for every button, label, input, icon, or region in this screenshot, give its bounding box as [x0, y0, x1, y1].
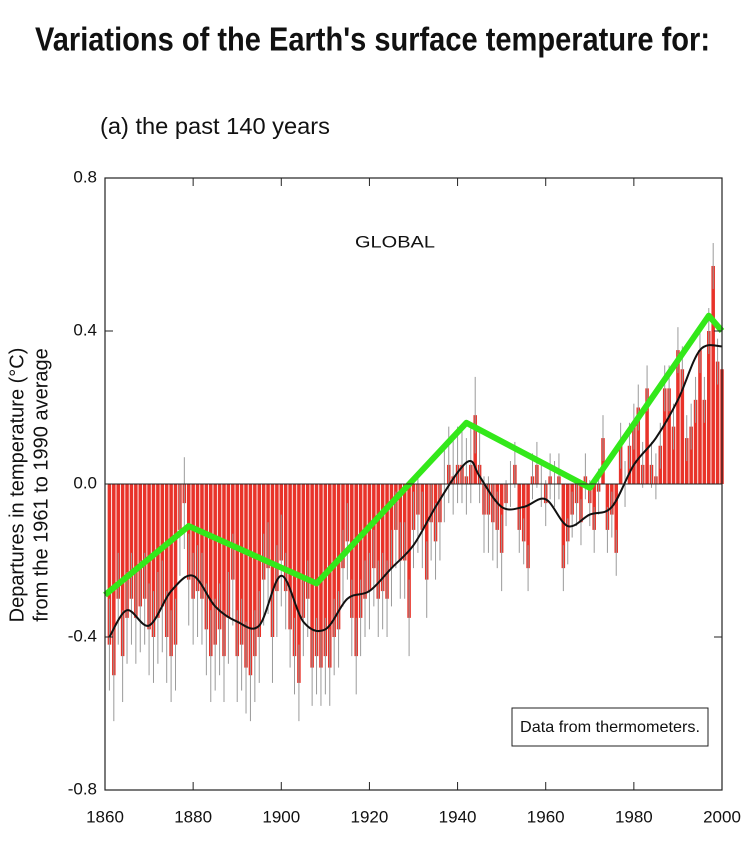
- bar: [151, 484, 156, 637]
- annotation: Data from thermometers.: [520, 719, 700, 736]
- annotation: GLOBAL: [355, 232, 435, 251]
- y-tick-label: 0.8: [73, 167, 97, 186]
- bar: [120, 484, 125, 657]
- x-tick-label: 1960: [527, 807, 565, 826]
- bar: [261, 484, 266, 580]
- bar: [645, 388, 649, 484]
- bar: [305, 484, 310, 599]
- bar: [614, 484, 618, 553]
- bar: [380, 484, 385, 592]
- bar: [129, 484, 134, 599]
- bar: [363, 484, 367, 599]
- bar: [217, 484, 222, 630]
- bar: [253, 484, 257, 657]
- bar: [341, 484, 345, 569]
- y-tick-label: 0.4: [73, 320, 97, 339]
- bar: [134, 484, 138, 618]
- bar: [561, 484, 566, 569]
- chart-subtitle: (a) the past 140 years: [100, 113, 330, 139]
- line: [108, 344, 723, 638]
- y-tick-label: 0.0: [73, 473, 97, 492]
- bar: [107, 484, 112, 645]
- bar: [711, 265, 715, 484]
- bar: [667, 388, 671, 484]
- bar: [328, 484, 332, 668]
- line: [103, 312, 725, 598]
- bar: [138, 484, 143, 607]
- bar: [195, 484, 200, 592]
- bar: [310, 484, 314, 668]
- bar: [200, 484, 204, 599]
- bar: [222, 484, 226, 657]
- bar: [112, 484, 116, 676]
- bar: [213, 484, 217, 645]
- bar: [169, 484, 173, 657]
- bar: [689, 426, 693, 484]
- bar: [693, 399, 698, 484]
- annotation-box: [511, 707, 709, 747]
- x-tick-label: 1920: [351, 807, 389, 826]
- y-tick-label: -0.8: [68, 779, 97, 798]
- bar: [671, 426, 676, 484]
- bar: [385, 484, 389, 599]
- x-tick-label: 1900: [262, 807, 300, 826]
- bar: [142, 484, 147, 599]
- bar: [698, 350, 702, 484]
- bar: [186, 484, 191, 580]
- bar: [226, 484, 231, 618]
- bar: [248, 484, 253, 676]
- bar: [367, 484, 372, 592]
- bar: [314, 484, 319, 657]
- bar: [301, 484, 306, 618]
- bar: [389, 484, 394, 569]
- bar: [275, 484, 279, 592]
- bar: [424, 484, 429, 580]
- bar: [702, 399, 707, 484]
- bar: [350, 484, 354, 618]
- bar: [632, 426, 636, 484]
- bar: [231, 484, 235, 580]
- bar: [358, 484, 363, 618]
- chart-title: Variations of the Earth's surface temper…: [35, 21, 710, 58]
- x-tick-label: 2000: [703, 807, 741, 826]
- bar: [244, 484, 248, 668]
- x-tick-label: 1860: [86, 807, 124, 826]
- bar: [173, 484, 178, 645]
- bar: [676, 350, 680, 484]
- bar: [125, 484, 129, 618]
- bar: [680, 369, 685, 484]
- bar: [292, 484, 297, 657]
- bar: [297, 484, 301, 683]
- bar: [209, 484, 213, 657]
- bar: [636, 407, 641, 484]
- bar: [354, 484, 358, 657]
- y-axis-label: from the 1961 to 1990 average: [30, 348, 52, 622]
- bar: [707, 331, 711, 484]
- bar: [526, 484, 530, 569]
- bar: [283, 484, 288, 592]
- y-tick-label: -0.4: [68, 626, 97, 645]
- bar: [191, 484, 195, 599]
- bar: [116, 484, 120, 599]
- bar: [164, 484, 169, 637]
- bar: [288, 484, 292, 630]
- bar: [662, 388, 667, 484]
- x-tick-label: 1940: [439, 807, 477, 826]
- bar: [715, 361, 720, 484]
- bar: [239, 484, 244, 645]
- bar: [565, 484, 570, 542]
- x-tick-label: 1980: [615, 807, 653, 826]
- bar: [204, 484, 209, 630]
- bar: [376, 484, 381, 599]
- plot-frame: [104, 177, 723, 791]
- bar: [235, 484, 239, 657]
- bar: [521, 484, 526, 542]
- x-tick-label: 1880: [174, 807, 212, 826]
- y-axis-label: Departures in temperature (°C): [6, 348, 28, 623]
